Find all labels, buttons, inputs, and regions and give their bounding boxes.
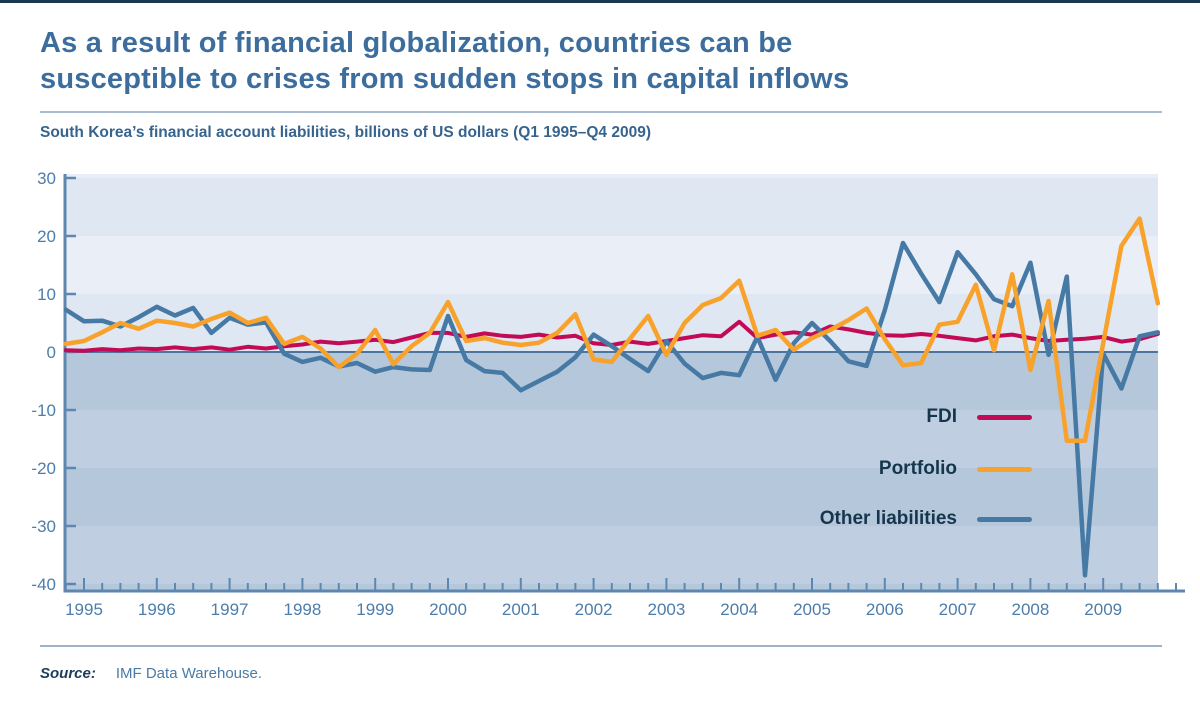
legend-item-fdi: FDI	[926, 406, 1032, 428]
y-tick-label--30: -30	[31, 517, 56, 536]
y-tick-label-30: 30	[37, 169, 56, 188]
legend-label-fdi: FDI	[926, 406, 957, 427]
x-tick-label-1999: 1999	[356, 600, 394, 619]
x-axis-spine	[63, 589, 1185, 593]
series-line-portfolio	[63, 216, 1161, 443]
title-line-2: susceptible to crises from sudden stops …	[40, 63, 850, 95]
plot-band-5	[65, 410, 1158, 468]
y-tick-label--20: -20	[31, 459, 56, 478]
plot-band-6	[65, 468, 1158, 526]
x-tick-label-2009: 2009	[1084, 600, 1122, 619]
plot-band-7	[65, 526, 1158, 584]
x-tick-label-2002: 2002	[575, 600, 613, 619]
page-title: As a result of financial globalization, …	[40, 25, 849, 97]
plot-band-1	[65, 178, 1158, 236]
plot-band-2	[65, 236, 1158, 294]
legend-label-other-liabilities: Other liabilities	[819, 508, 957, 529]
x-tick-label-1995: 1995	[65, 600, 103, 619]
legend-swatch-fdi	[977, 414, 1032, 420]
x-tick-label-2003: 2003	[647, 600, 685, 619]
x-tick-label-2005: 2005	[793, 600, 831, 619]
x-tick-label-1997: 1997	[211, 600, 249, 619]
legend-swatch-portfolio	[977, 466, 1032, 472]
title-divider	[40, 111, 1162, 113]
y-tick-label--10: -10	[31, 401, 56, 420]
x-tick-label-2007: 2007	[939, 600, 977, 619]
title-line-1: As a result of financial globalization, …	[40, 27, 793, 59]
chart-subtitle: South Korea’s financial account liabilit…	[40, 124, 651, 141]
plot-band-0	[65, 174, 1158, 178]
source-row: Source: IMF Data Warehouse.	[40, 665, 262, 682]
line-chart: 30 20 10 0 -10 -20 -30 -40 1995 1996 1997 1998 1999 2…	[31, 169, 1185, 619]
x-tick-label-1996: 1996	[138, 600, 176, 619]
y-axis-spine	[63, 174, 67, 593]
y-tick-label-0: 0	[47, 343, 56, 362]
legend-item-other-liabilities: Other liabilities	[820, 508, 1032, 530]
legend-label-portfolio: Portfolio	[878, 458, 957, 479]
y-tick-label-20: 20	[37, 227, 56, 246]
y-tick-label-10: 10	[37, 285, 56, 304]
x-tick-label-2001: 2001	[502, 600, 540, 619]
x-tick-label-1998: 1998	[283, 600, 321, 619]
x-tick-label-2006: 2006	[866, 600, 904, 619]
source-divider	[40, 645, 1162, 647]
y-tick-label--40: -40	[31, 575, 56, 594]
source-text: IMF Data Warehouse.	[115, 665, 263, 682]
source-label: Source:	[40, 665, 96, 682]
legend-item-portfolio: Portfolio	[879, 458, 1032, 480]
x-tick-label-2004: 2004	[720, 600, 758, 619]
legend-swatch-other-liabilities	[977, 516, 1032, 522]
x-tick-label-2008: 2008	[1011, 600, 1049, 619]
x-tick-label-2000: 2000	[429, 600, 467, 619]
